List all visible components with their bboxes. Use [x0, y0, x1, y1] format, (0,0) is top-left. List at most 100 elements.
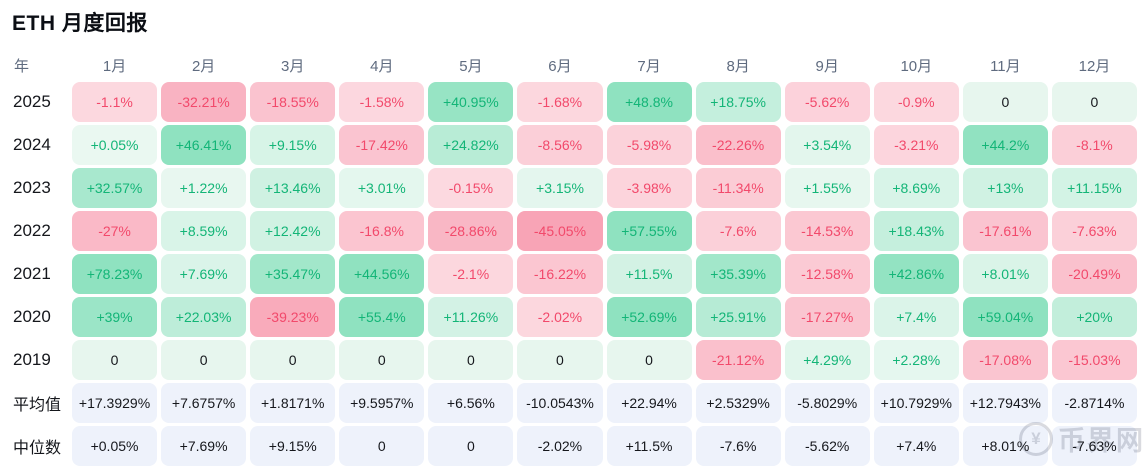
row-axis-header: 年: [14, 58, 30, 75]
return-cell: +1.22%: [161, 168, 247, 208]
return-cell: -16.22%: [517, 254, 603, 294]
return-cell: 0: [517, 340, 603, 380]
return-cell: +9.15%: [250, 125, 336, 165]
column-header: 5月: [459, 58, 483, 75]
column-header: 8月: [726, 58, 750, 75]
return-cell: -15.03%: [1051, 340, 1137, 380]
return-cell: -2.8714%: [1051, 383, 1137, 423]
return-cell: -16.8%: [339, 211, 425, 251]
return-cell: -32.21%: [161, 82, 247, 122]
return-cell: +48.8%: [606, 82, 692, 122]
return-cell: -7.63%: [1051, 426, 1137, 466]
return-cell: +52.69%: [606, 297, 692, 337]
return-cell: +13%: [962, 168, 1048, 208]
return-cell: -22.26%: [695, 125, 781, 165]
return-cell: +8.01%: [962, 254, 1048, 294]
return-cell: +39%: [72, 297, 158, 337]
return-cell: -7.6%: [695, 426, 781, 466]
return-cell: +44.2%: [962, 125, 1048, 165]
return-cell: 0: [161, 340, 247, 380]
return-cell: +18.75%: [695, 82, 781, 122]
return-cell: +8.01%: [962, 426, 1048, 466]
return-cell: 0: [1051, 82, 1137, 122]
return-cell: +22.94%: [606, 383, 692, 423]
return-cell: +57.55%: [606, 211, 692, 251]
return-cell: +12.7943%: [962, 383, 1048, 423]
row-label: 中位数: [13, 440, 62, 457]
return-cell: 0: [428, 426, 514, 466]
return-cell: +35.47%: [250, 254, 336, 294]
return-cell: +3.01%: [339, 168, 425, 208]
row-label: 2024: [13, 135, 51, 154]
return-cell: +7.6757%: [161, 383, 247, 423]
column-header: 4月: [370, 58, 394, 75]
return-cell: -8.1%: [1051, 125, 1137, 165]
column-header: 2月: [191, 58, 216, 75]
return-cell: +40.95%: [428, 82, 514, 122]
return-cell: -21.12%: [695, 340, 781, 380]
return-cell: -5.98%: [606, 125, 692, 165]
return-cell: -7.63%: [1051, 211, 1137, 251]
return-cell: -28.86%: [428, 211, 514, 251]
return-cell: +4.29%: [784, 340, 870, 380]
return-cell: -1.68%: [517, 82, 603, 122]
return-cell: +78.23%: [72, 254, 158, 294]
return-cell: -0.9%: [873, 82, 959, 122]
return-cell: +2.5329%: [695, 383, 781, 423]
return-cell: -5.8029%: [784, 383, 870, 423]
return-cell: +11.5%: [606, 254, 692, 294]
return-cell: +11.15%: [1051, 168, 1137, 208]
return-cell: +46.41%: [161, 125, 247, 165]
return-cell: -10.0543%: [517, 383, 603, 423]
return-cell: +59.04%: [962, 297, 1048, 337]
return-cell: +1.8171%: [250, 383, 336, 423]
column-header: 12月: [1078, 58, 1111, 75]
return-cell: -1.1%: [72, 82, 158, 122]
return-cell: -17.42%: [339, 125, 425, 165]
return-cell: -3.21%: [873, 125, 959, 165]
return-cell: -17.08%: [962, 340, 1048, 380]
column-header: 7月: [637, 58, 661, 75]
return-cell: +8.69%: [873, 168, 959, 208]
return-cell: 0: [72, 340, 158, 380]
return-cell: -12.58%: [784, 254, 870, 294]
column-header: 10月: [900, 58, 933, 75]
return-cell: -3.98%: [606, 168, 692, 208]
column-header: 3月: [281, 58, 305, 75]
page-title: ETH 月度回报: [12, 12, 148, 35]
return-cell: +13.46%: [250, 168, 336, 208]
return-cell: 0: [250, 340, 336, 380]
return-cell: 0: [428, 340, 514, 380]
return-cell: +32.57%: [72, 168, 158, 208]
row-label: 2019: [13, 350, 51, 369]
return-cell: -17.61%: [962, 211, 1048, 251]
return-cell: +22.03%: [161, 297, 247, 337]
return-cell: +7.4%: [873, 297, 959, 337]
return-cell: 0: [962, 82, 1048, 122]
return-cell: +35.39%: [695, 254, 781, 294]
return-cell: +9.15%: [250, 426, 336, 466]
return-cell: +17.3929%: [72, 383, 158, 423]
row-label: 2022: [13, 221, 51, 240]
return-cell: 0: [339, 426, 425, 466]
return-cell: +0.05%: [72, 125, 158, 165]
return-cell: 0: [606, 340, 692, 380]
return-cell: +24.82%: [428, 125, 514, 165]
column-header: 6月: [548, 58, 572, 75]
column-header: 1月: [102, 58, 127, 75]
return-cell: +7.69%: [161, 426, 247, 466]
return-cell: +3.15%: [517, 168, 603, 208]
return-cell: -17.27%: [784, 297, 870, 337]
row-label: 2021: [13, 264, 51, 283]
column-header: 11月: [990, 58, 1021, 75]
return-cell: -0.15%: [428, 168, 514, 208]
return-cell: +3.54%: [784, 125, 870, 165]
return-cell: -1.58%: [339, 82, 425, 122]
return-cell: -27%: [72, 211, 158, 251]
return-cell: +0.05%: [72, 426, 158, 466]
return-cell: +7.69%: [161, 254, 247, 294]
return-cell: +8.59%: [161, 211, 247, 251]
return-cell: +10.7929%: [873, 383, 959, 423]
return-cell: +18.43%: [873, 211, 959, 251]
